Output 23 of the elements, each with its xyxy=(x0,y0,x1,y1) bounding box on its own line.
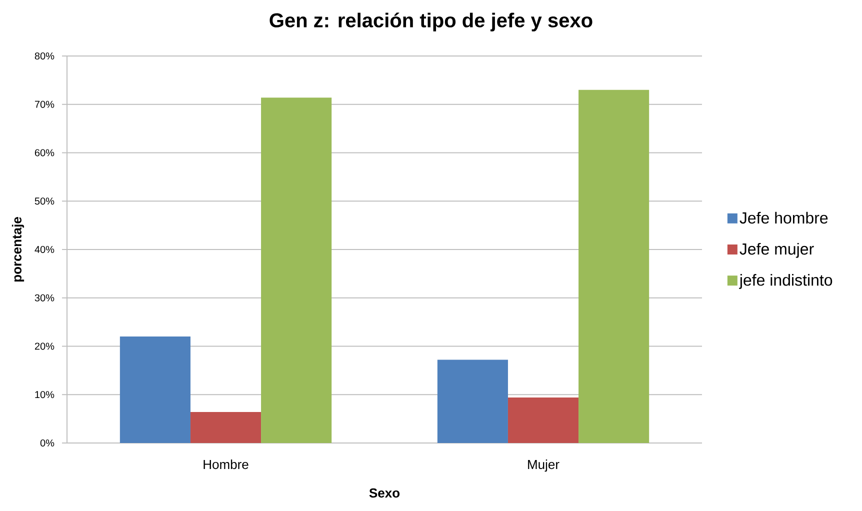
y-tick-label: 60% xyxy=(34,149,54,156)
legend-label: Jefe hombre xyxy=(740,212,828,224)
chart-title: Gen z: relación tipo de jefe y sexo xyxy=(270,12,592,32)
y-tick-label: 40% xyxy=(34,246,54,254)
bar xyxy=(578,90,650,443)
y-tick-label: 80% xyxy=(34,52,54,60)
y-tick-label: 30% xyxy=(34,294,54,302)
bar xyxy=(120,336,190,443)
y-tick-label: 50% xyxy=(34,198,54,205)
bar xyxy=(508,398,579,443)
bar xyxy=(437,360,508,443)
x-axis-title: Sexo xyxy=(369,488,400,498)
x-tick-label: Hombre xyxy=(204,460,248,470)
bar xyxy=(261,98,332,443)
y-tick-label: 0% xyxy=(40,439,54,447)
y-axis-title: porcentaje xyxy=(12,217,24,282)
y-tick-label: 10% xyxy=(35,391,54,398)
legend-label: jefe indistinto xyxy=(739,274,832,289)
x-tick-label: Mujer xyxy=(528,460,560,472)
legend-label: Jefe mujer xyxy=(740,242,814,258)
bar xyxy=(190,412,262,443)
y-tick-label: 20% xyxy=(34,342,54,350)
y-tick-label: 70% xyxy=(34,100,54,108)
